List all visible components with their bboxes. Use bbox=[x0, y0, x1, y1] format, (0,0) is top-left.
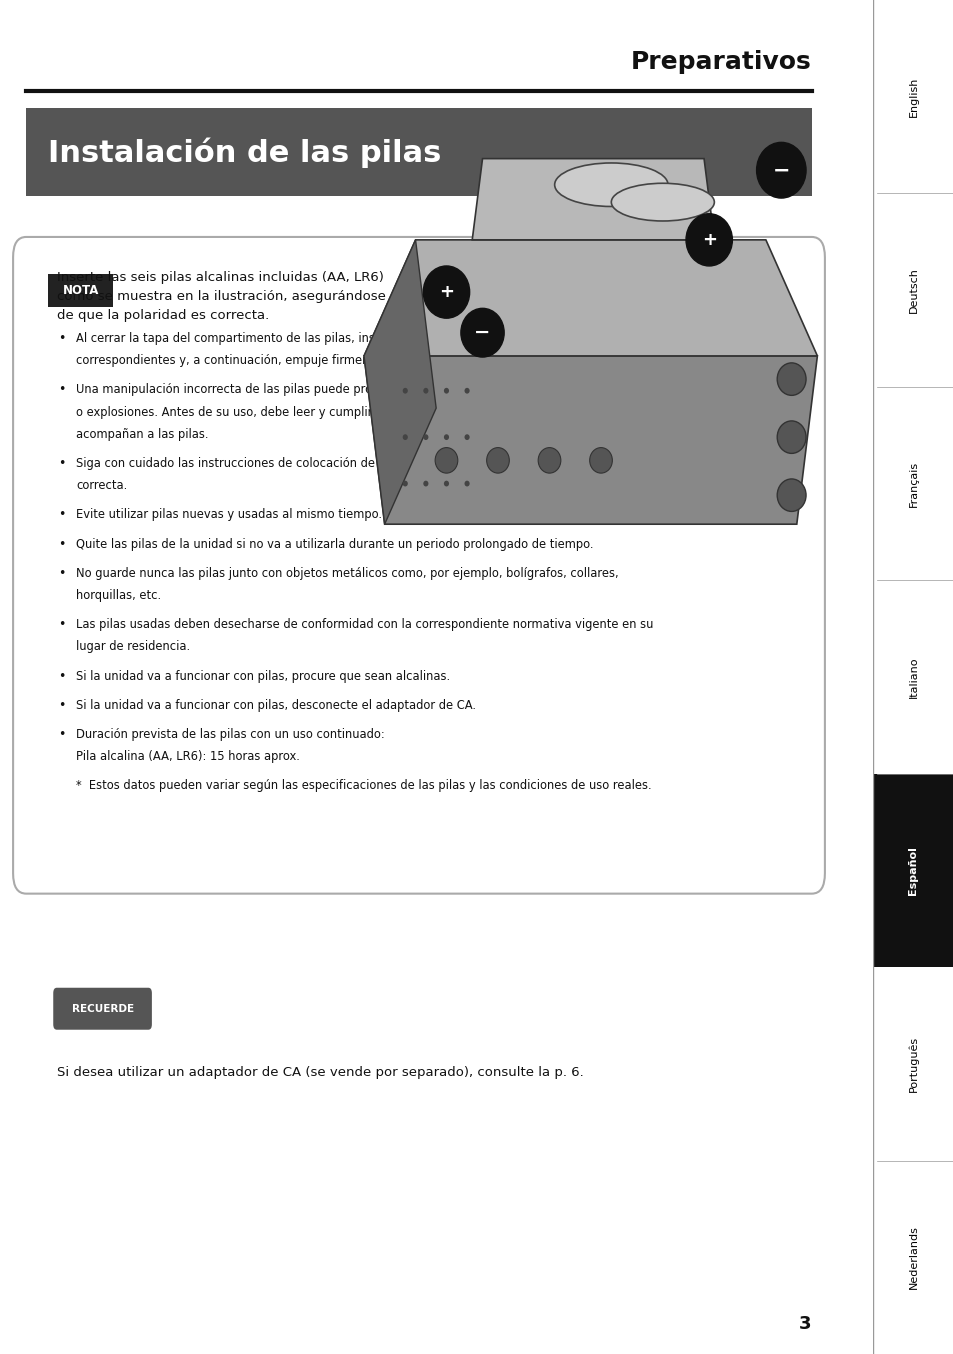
Text: Italiano: Italiano bbox=[907, 657, 918, 697]
Circle shape bbox=[777, 421, 805, 454]
Circle shape bbox=[464, 387, 469, 394]
Circle shape bbox=[402, 481, 408, 486]
Text: •: • bbox=[58, 566, 66, 580]
Text: Las pilas usadas deben desecharse de conformidad con la correspondiente normativ: Las pilas usadas deben desecharse de con… bbox=[76, 617, 653, 631]
Text: Nederlands: Nederlands bbox=[907, 1225, 918, 1289]
Text: +: + bbox=[701, 230, 716, 249]
Text: Quite las pilas de la unidad si no va a utilizarla durante un periodo prolongado: Quite las pilas de la unidad si no va a … bbox=[76, 538, 593, 551]
Circle shape bbox=[460, 309, 503, 357]
Circle shape bbox=[589, 448, 612, 473]
Bar bbox=[48, 274, 113, 307]
Text: •: • bbox=[58, 538, 66, 551]
Text: Português: Português bbox=[907, 1036, 918, 1091]
Text: •: • bbox=[58, 727, 66, 741]
Circle shape bbox=[777, 363, 805, 395]
Circle shape bbox=[685, 214, 732, 265]
Text: Deutsch: Deutsch bbox=[907, 267, 918, 313]
FancyBboxPatch shape bbox=[53, 988, 152, 1029]
Text: +: + bbox=[438, 283, 454, 301]
Text: lugar de residencia.: lugar de residencia. bbox=[76, 640, 190, 654]
FancyBboxPatch shape bbox=[13, 237, 824, 894]
Text: 3: 3 bbox=[799, 1315, 811, 1334]
Circle shape bbox=[443, 435, 449, 440]
Circle shape bbox=[443, 387, 449, 394]
Circle shape bbox=[423, 387, 428, 394]
Text: Instalación de las pilas: Instalación de las pilas bbox=[48, 137, 441, 168]
Text: Si la unidad va a funcionar con pilas, desconecte el adaptador de CA.: Si la unidad va a funcionar con pilas, d… bbox=[76, 699, 476, 712]
Text: •: • bbox=[58, 617, 66, 631]
Text: acompañan a las pilas.: acompañan a las pilas. bbox=[76, 428, 208, 441]
Text: Una manipulación incorrecta de las pilas puede provocar fugas, recalentamiento, : Una manipulación incorrecta de las pilas… bbox=[76, 383, 603, 397]
Text: •: • bbox=[58, 699, 66, 712]
Text: Siga con cuidado las instrucciones de colocación de las pilas y asegúrese de res: Siga con cuidado las instrucciones de co… bbox=[76, 456, 640, 470]
Polygon shape bbox=[364, 356, 817, 524]
Text: Evite utilizar pilas nuevas y usadas al mismo tiempo. Evite también mezclar dist: Evite utilizar pilas nuevas y usadas al … bbox=[76, 508, 652, 521]
Text: English: English bbox=[907, 77, 918, 116]
Text: horquillas, etc.: horquillas, etc. bbox=[76, 589, 161, 603]
Text: correspondientes y, a continuación, empuje firmemente la tapa hacia abajo hasta : correspondientes y, a continuación, empu… bbox=[76, 353, 649, 367]
Text: Inserte las seis pilas alcalinas incluidas (AA, LR6)
como se muestra en la ilust: Inserte las seis pilas alcalinas incluid… bbox=[56, 271, 385, 322]
Text: correcta.: correcta. bbox=[76, 479, 127, 493]
Text: Al cerrar la tapa del compartimento de las pilas, inserte primero las lengüetas : Al cerrar la tapa del compartimento de l… bbox=[76, 332, 675, 345]
Text: −: − bbox=[772, 160, 789, 180]
Circle shape bbox=[402, 435, 408, 440]
Circle shape bbox=[435, 448, 457, 473]
Text: NOTA: NOTA bbox=[63, 284, 99, 297]
Text: Pila alcalina (AA, LR6): 15 horas aprox.: Pila alcalina (AA, LR6): 15 horas aprox. bbox=[76, 750, 299, 764]
Circle shape bbox=[777, 479, 805, 512]
Text: •: • bbox=[58, 332, 66, 345]
Text: •: • bbox=[58, 383, 66, 397]
Polygon shape bbox=[364, 240, 436, 524]
Circle shape bbox=[423, 435, 428, 440]
Circle shape bbox=[486, 448, 509, 473]
Text: Si desea utilizar un adaptador de CA (se vende por separado), consulte la p. 6.: Si desea utilizar un adaptador de CA (se… bbox=[56, 1066, 583, 1079]
Text: Si la unidad va a funcionar con pilas, procure que sean alcalinas.: Si la unidad va a funcionar con pilas, p… bbox=[76, 669, 450, 682]
Text: Español: Español bbox=[907, 846, 918, 895]
Text: −: − bbox=[474, 324, 490, 343]
Circle shape bbox=[464, 481, 469, 486]
Polygon shape bbox=[472, 158, 714, 240]
Circle shape bbox=[423, 481, 428, 486]
Circle shape bbox=[402, 387, 408, 394]
Circle shape bbox=[756, 142, 805, 198]
Polygon shape bbox=[364, 240, 817, 356]
Circle shape bbox=[464, 435, 469, 440]
Circle shape bbox=[423, 265, 469, 318]
Text: •: • bbox=[58, 456, 66, 470]
Circle shape bbox=[443, 481, 449, 486]
Text: *  Estos datos pueden variar según las especificaciones de las pilas y las condi: * Estos datos pueden variar según las es… bbox=[76, 779, 651, 792]
Text: o explosiones. Antes de su uso, debe leer y cumplir estrictamente todas las prec: o explosiones. Antes de su uso, debe lee… bbox=[76, 405, 618, 418]
Text: •: • bbox=[58, 669, 66, 682]
Ellipse shape bbox=[611, 183, 714, 221]
Text: •: • bbox=[58, 508, 66, 521]
Text: No guarde nunca las pilas junto con objetos metálicos como, por ejemplo, bolígra: No guarde nunca las pilas junto con obje… bbox=[76, 566, 618, 580]
Text: RECUERDE: RECUERDE bbox=[71, 1003, 133, 1014]
Circle shape bbox=[537, 448, 560, 473]
Ellipse shape bbox=[554, 162, 667, 207]
Text: Duración prevista de las pilas con un uso continuado:: Duración prevista de las pilas con un us… bbox=[76, 727, 384, 741]
Text: Preparativos: Preparativos bbox=[630, 50, 811, 74]
Bar bbox=[26, 108, 811, 196]
Bar bbox=[872, 773, 953, 967]
Text: Français: Français bbox=[907, 460, 918, 506]
